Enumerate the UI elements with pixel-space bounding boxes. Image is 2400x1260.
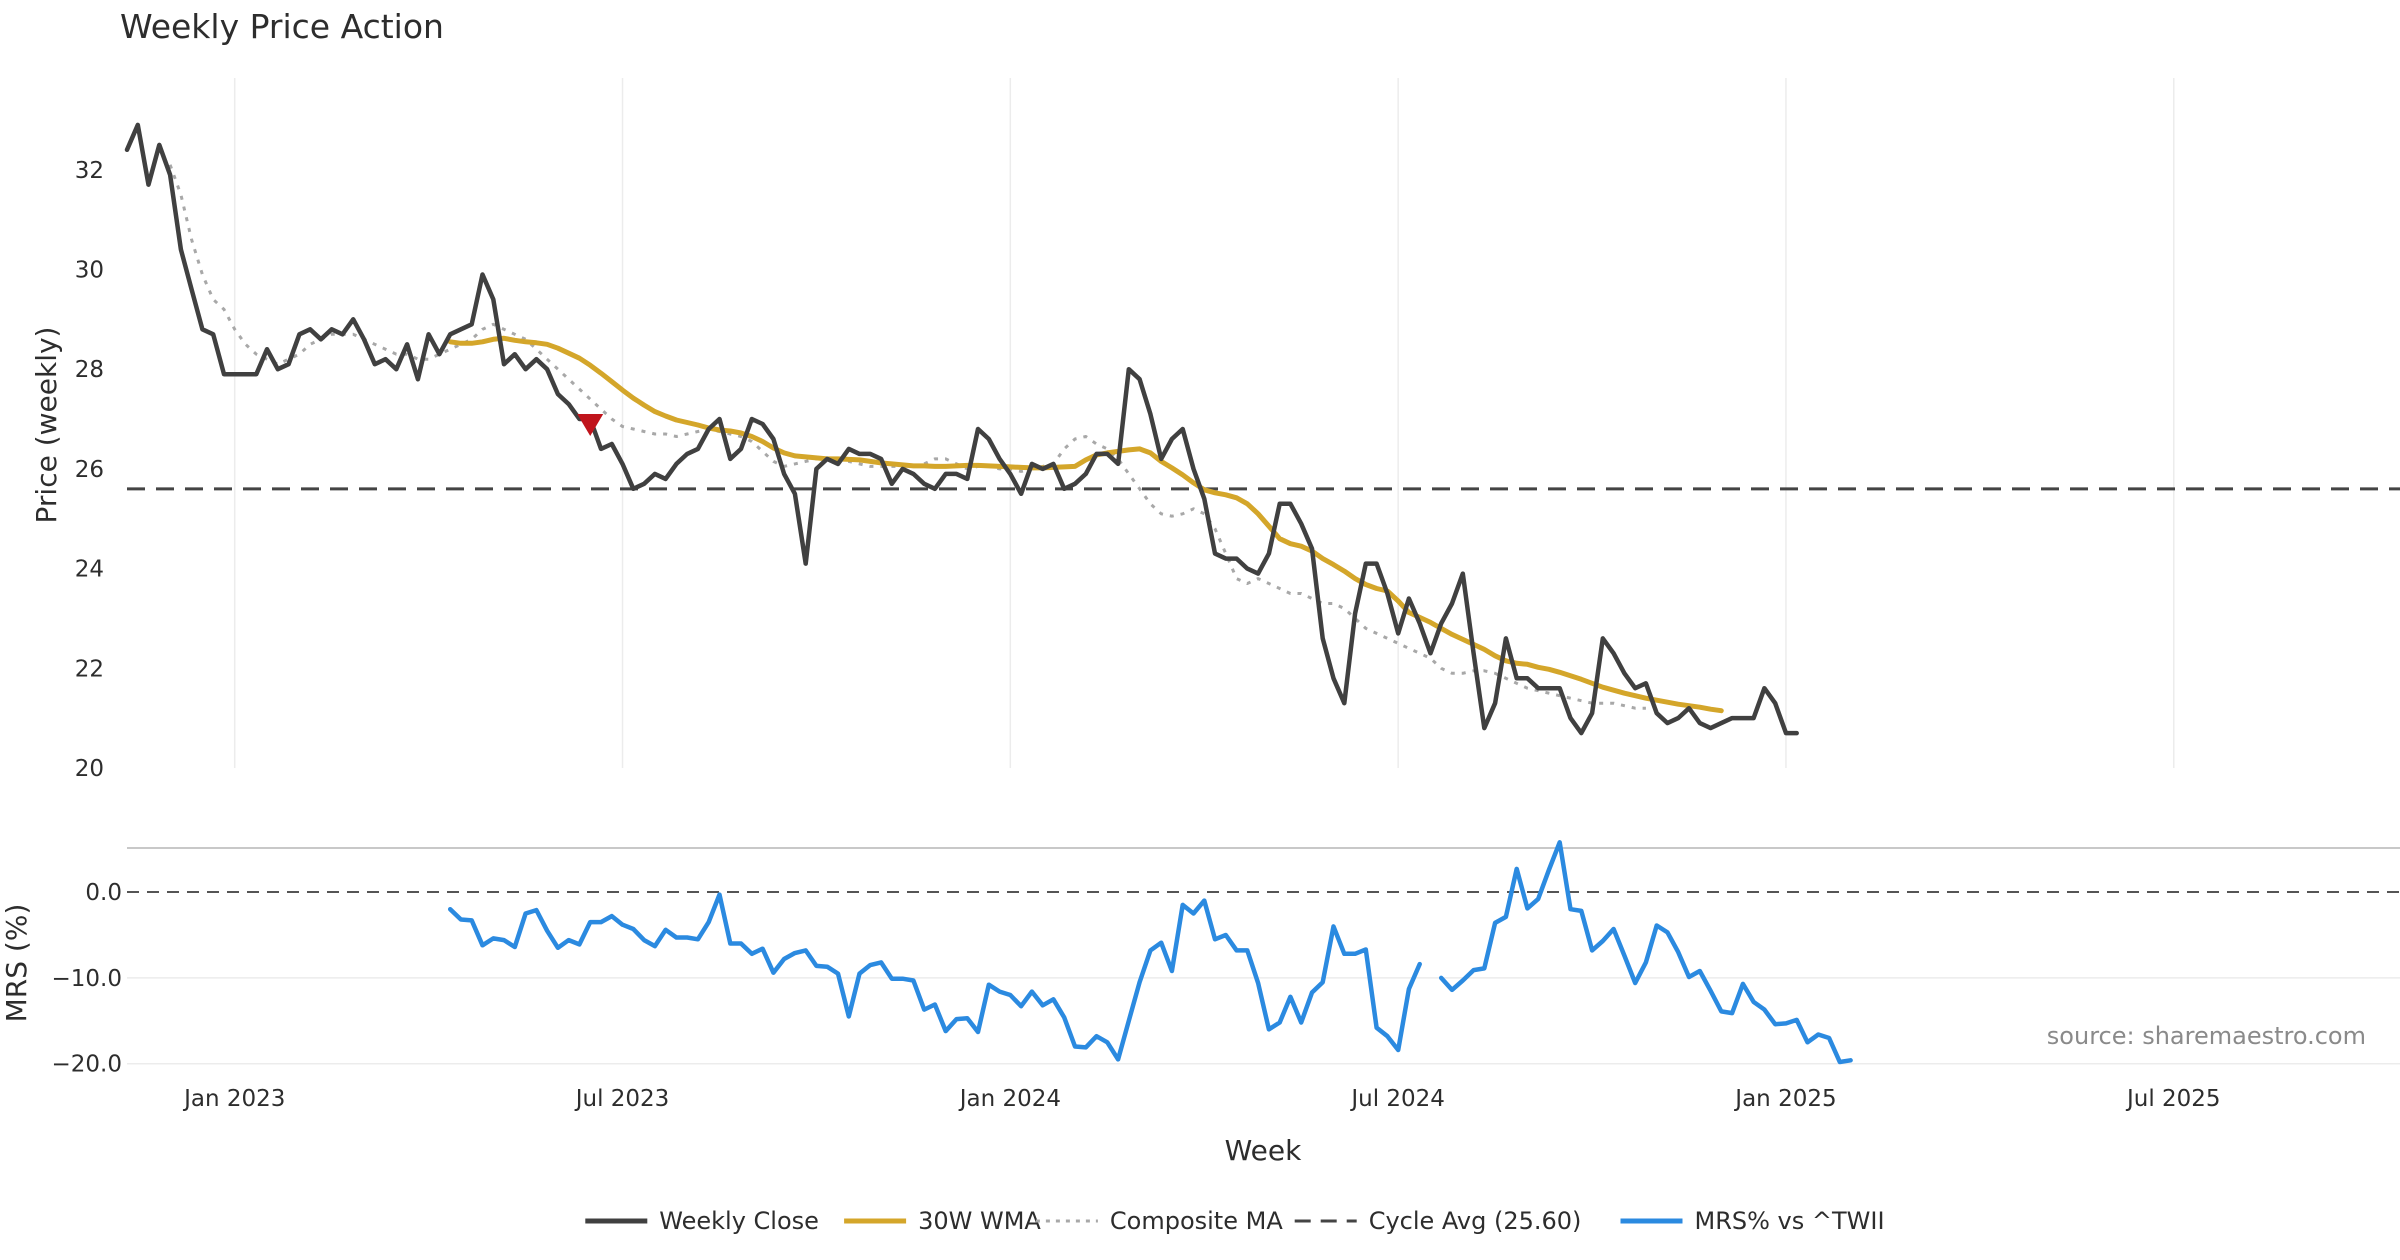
- price-ytick-20: 20: [75, 756, 104, 782]
- xtick-jul-2025: Jul 2025: [2125, 1086, 2221, 1112]
- price-ytick-32: 32: [75, 158, 104, 184]
- legend-label-mrs-vs-twii: MRS% vs ^TWII: [1695, 1207, 1885, 1235]
- price-ytick-22: 22: [75, 656, 104, 682]
- mrs-y-axis-ticks: 0.0 −10.0 −20.0: [52, 880, 122, 1078]
- legend-label-cycle-avg-25-60: Cycle Avg (25.60): [1369, 1207, 1582, 1235]
- price-ytick-28: 28: [75, 357, 104, 383]
- price-y-axis-label: Price (weekly): [30, 327, 63, 524]
- xtick-jul-2024: Jul 2024: [1349, 1086, 1445, 1112]
- legend-entry-mrs-vs-twii: MRS% vs ^TWII: [1620, 1207, 1885, 1235]
- price-ytick-24: 24: [75, 557, 104, 583]
- price-panel-gridlines: [233, 78, 2175, 768]
- price-ytick-26: 26: [75, 457, 104, 483]
- xtick-jan-2024: Jan 2024: [958, 1086, 1061, 1112]
- x-axis-label: Week: [1225, 1134, 1302, 1167]
- legend-entry-cycle-avg-25-60: Cycle Avg (25.60): [1294, 1207, 1582, 1235]
- legend-entry-weekly-close: Weekly Close: [585, 1207, 819, 1235]
- legend-label-weekly-close: Weekly Close: [659, 1207, 819, 1235]
- mrs-ytick-10: −10.0: [52, 966, 122, 992]
- series-weekly-close: [124, 122, 1799, 736]
- xtick-jan-2025: Jan 2025: [1733, 1086, 1836, 1112]
- mrs-ytick-0: 0.0: [85, 880, 122, 906]
- mrs-panel-series: [447, 840, 1853, 1065]
- legend-entry-30w-wma: 30W WMA: [844, 1207, 1041, 1235]
- chart-legend: Weekly Close 30W WMA Composite MA Cycle Avg…: [585, 1207, 1885, 1235]
- legend-label-30w-wma: 30W WMA: [918, 1207, 1041, 1235]
- xtick-jul-2023: Jul 2023: [574, 1086, 670, 1112]
- x-axis-ticks: Jan 2023 Jul 2023 Jan 2024 Jul 2024 Jan 2025…: [182, 1086, 2221, 1112]
- price-panel-series: [124, 122, 1799, 736]
- price-ytick-30: 30: [75, 257, 104, 283]
- legend-entry-composite-ma: Composite MA: [1035, 1207, 1283, 1235]
- series-mrs-segment-1: [447, 892, 1422, 1062]
- series-composite-ma: [168, 164, 1646, 710]
- mrs-ytick-20: −20.0: [52, 1052, 122, 1078]
- price-y-axis-ticks: 20 22 24 26 28 30 32: [75, 158, 104, 782]
- mrs-panel-gridlines: [127, 891, 2400, 1065]
- series-30w-wma: [447, 335, 1724, 714]
- sell-signal-marker: [577, 414, 604, 437]
- mrs-y-axis-label: MRS (%): [0, 904, 33, 1023]
- chart-title: Weekly Price Action: [120, 7, 444, 46]
- series-mrs-segment-2: [1438, 840, 1853, 1065]
- xtick-jan-2023: Jan 2023: [182, 1086, 285, 1112]
- legend-label-composite-ma: Composite MA: [1110, 1207, 1283, 1235]
- source-text: source: sharemaestro.com: [2047, 1022, 2366, 1050]
